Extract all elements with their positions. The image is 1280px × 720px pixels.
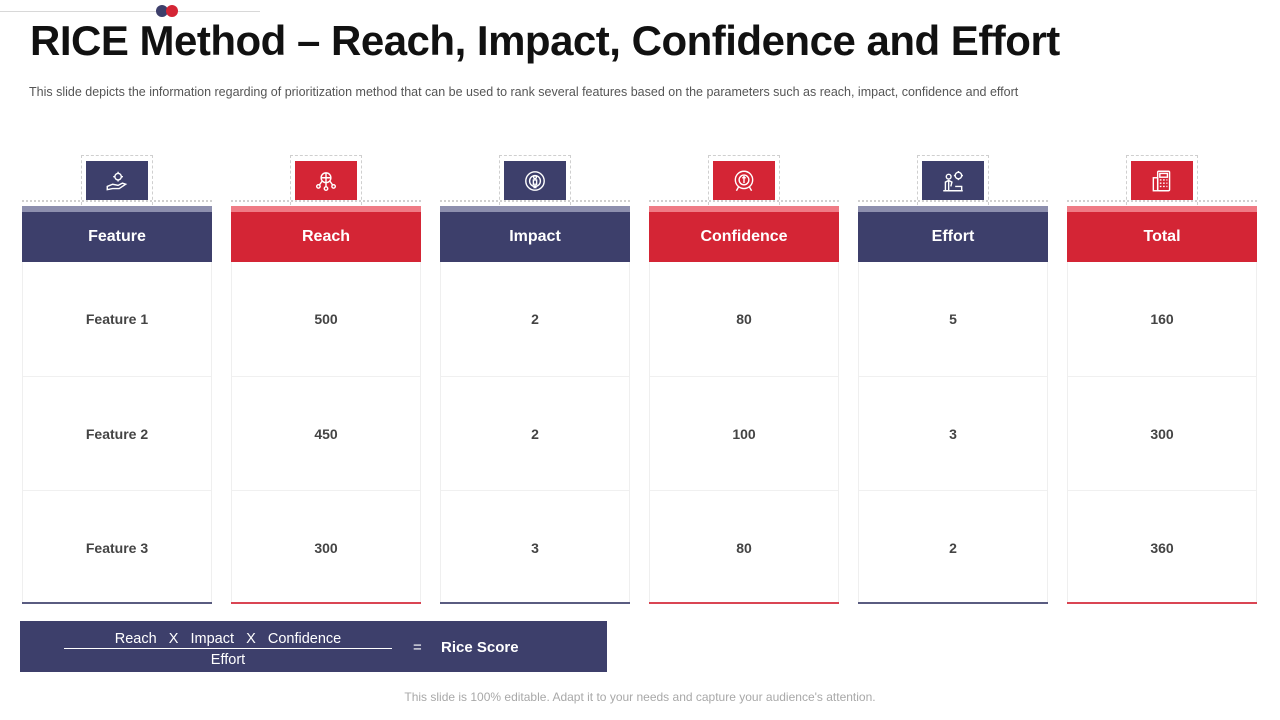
header-strip [858,206,1048,212]
column-bottom-line [649,602,839,604]
header-strip [22,206,212,212]
table-cell: 80 [650,490,838,604]
header-strip [649,206,839,212]
header-dotted-line [649,200,839,206]
table-cell: 500 [314,311,338,327]
header-dotted-line [440,200,630,206]
header-impact: Impact [440,212,630,262]
header-effort: Effort [858,212,1048,262]
table-cell: 450 [232,376,420,490]
table-cell: 160 [1150,311,1174,327]
slide-footer: This slide is 100% editable. Adapt it to… [404,690,876,704]
column-body: 2 2 3 [440,262,630,604]
slide-subtitle: This slide depicts the information regar… [29,85,1019,99]
column-body: 160 300 360 [1067,262,1257,604]
formula-numerator: Reach X Impact X Confidence [64,631,392,649]
header-strip [440,206,630,212]
decor-dot-navy [156,5,168,17]
column-bottom-line [22,602,212,604]
column-bottom-line [1067,602,1257,604]
table-cell: 2 [859,490,1047,604]
table-cell: 100 [650,376,838,490]
table-cell: 3 [441,490,629,604]
medal-badge-icon [713,161,775,200]
header-dotted-line [22,200,212,206]
formula-result: Rice Score [441,639,519,656]
table-cell: 3 [859,376,1047,490]
icon-frame [81,155,153,205]
formula-equals: = [413,639,422,656]
header-strip [1067,206,1257,212]
column-bottom-line [440,602,630,604]
table-cell: 300 [232,490,420,604]
header-total: Total [1067,212,1257,262]
table-cell: 5 [949,311,957,327]
target-person-icon [504,161,566,200]
hand-gear-icon [86,161,148,200]
table-cell: 80 [736,311,752,327]
table-cell: 2 [441,376,629,490]
header-dotted-line [1067,200,1257,206]
column-body: 5 3 2 [858,262,1048,604]
table-cell: 2 [531,311,539,327]
header-feature: Feature [22,212,212,262]
table-cell: 300 [1068,376,1256,490]
header-dotted-line [231,200,421,206]
header-dotted-line [858,200,1048,206]
column-body: Feature 1 Feature 2 Feature 3 [22,262,212,604]
header-strip [231,206,421,212]
icon-frame [1126,155,1198,205]
rice-formula-box: Reach X Impact X Confidence Effort = Ric… [20,621,607,672]
header-confidence: Confidence [649,212,839,262]
person-gear-icon [922,161,984,200]
column-body: 80 100 80 [649,262,839,604]
table-cell: Feature 1 [85,311,149,327]
people-network-icon [295,161,357,200]
icon-frame [290,155,362,205]
icon-frame [499,155,571,205]
column-bottom-line [231,602,421,604]
icon-frame [917,155,989,205]
slide-title: RICE Method – Reach, Impact, Confidence … [30,17,1060,64]
icon-frame [708,155,780,205]
header-reach: Reach [231,212,421,262]
calculator-icon [1131,161,1193,200]
top-decor-line [0,11,260,12]
decor-dot-red [166,5,178,17]
table-cell: Feature 2 [23,376,211,490]
column-body: 500 450 300 [231,262,421,604]
column-bottom-line [858,602,1048,604]
formula-denominator: Effort [210,652,246,668]
table-cell: 360 [1068,490,1256,604]
table-cell: Feature 3 [23,490,211,604]
